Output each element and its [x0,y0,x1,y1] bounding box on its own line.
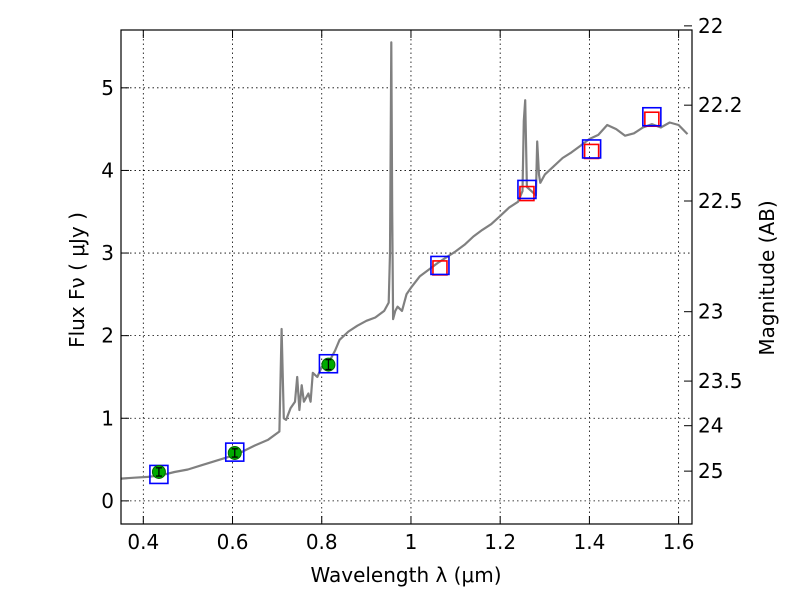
tick-layer: 0.4 0.6 0.8 1 1.2 1.4 1.60123452222.222.52323.… [101,14,742,554]
plot-frame [120,29,693,525]
right-y-axis-label: Magnitude (AB) [755,200,779,355]
x-tick-label: 1 [405,530,418,554]
model-photometry-marker [224,442,245,462]
right-y-tick-label: 23 [698,300,723,324]
x-tick-label: 1.2 [484,530,516,554]
x-tick-label: 0.6 [217,530,249,554]
model-photometry-marker [430,255,450,276]
x-tick-label: 1.4 [573,530,605,554]
right-y-tick-label: 22.2 [698,93,743,117]
upper-limit-marker [519,185,535,202]
grid [121,30,692,524]
y-tick-label: 3 [101,241,114,265]
right-y-tick-label: 25 [698,459,723,483]
x-tick-label: 0.4 [127,530,159,554]
model-photometry-marker [581,139,602,159]
y-tick-label: 5 [101,76,114,100]
y-tick-label: 1 [101,406,114,430]
y-axis-label: Flux Fν ( μJy ) [65,212,89,348]
x-axis-label: Wavelength λ (μm) [310,563,501,587]
x-tick-label: 1.6 [663,530,695,554]
upper-limit-marker [583,143,600,160]
marker-layer [149,106,662,485]
y-tick-label: 2 [101,324,114,348]
y-tick-label: 4 [101,158,114,182]
right-y-tick-label: 22 [698,14,723,38]
model-photometry-marker [318,353,339,374]
right-y-tick-label: 23.5 [698,369,743,393]
right-y-tick-label: 22.5 [698,189,743,213]
right-y-tick-label: 24 [698,414,723,438]
spectrum-line [120,41,689,480]
model-photometry-marker [517,179,537,200]
model-photometry-marker [642,106,662,127]
y-tick-label: 0 [101,489,114,513]
upper-limit-marker [432,260,448,276]
series-layer [120,41,689,480]
x-tick-label: 0.8 [306,530,338,554]
